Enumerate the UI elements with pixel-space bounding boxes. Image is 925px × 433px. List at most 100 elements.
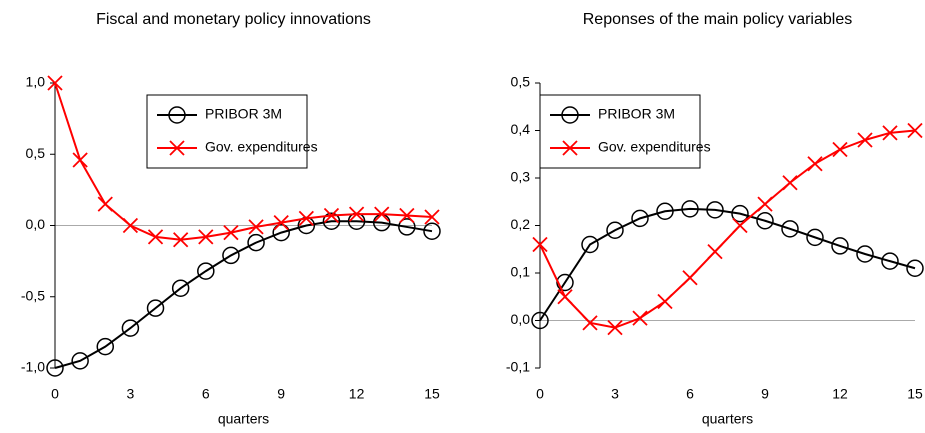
legend-label: Gov. expenditures [598, 139, 711, 155]
data-point [556, 273, 574, 292]
y-tick-label: 1,0 [26, 74, 46, 90]
x-tick-label: 3 [611, 386, 619, 402]
data-point [424, 209, 440, 225]
data-point [881, 252, 899, 270]
data-point [173, 232, 189, 248]
data-point [681, 200, 699, 218]
data-point [171, 279, 190, 297]
data-point [632, 310, 648, 326]
data-point [806, 228, 824, 247]
data-point [731, 204, 749, 223]
y-tick-label: 0,2 [511, 216, 531, 232]
data-point [398, 218, 416, 236]
y-tick-label: -0,1 [506, 359, 530, 375]
x-tick-label: 15 [907, 386, 923, 402]
data-point [374, 206, 390, 222]
x-tick-label: 12 [832, 386, 848, 402]
data-point [399, 207, 415, 224]
data-point [198, 229, 214, 245]
data-point [146, 299, 165, 317]
data-point [423, 222, 441, 240]
data-point [121, 319, 140, 337]
x-tick-label: 0 [536, 386, 544, 402]
data-point [732, 217, 748, 234]
data-point [273, 215, 289, 231]
data-point [606, 221, 624, 239]
x-tick-label: 6 [686, 386, 694, 402]
data-point [531, 311, 549, 330]
x-tick-label: 15 [424, 386, 440, 402]
legend-label: Gov. expenditures [205, 139, 318, 155]
y-tick-label: -1,0 [21, 359, 45, 375]
legend-marker [169, 140, 185, 156]
data-point [656, 202, 674, 220]
data-point [907, 122, 923, 139]
data-point [906, 259, 924, 277]
data-point [707, 243, 723, 260]
x-tick-label: 9 [761, 386, 769, 402]
data-point [832, 141, 848, 158]
data-point [757, 196, 773, 212]
y-tick-label: 0,5 [26, 145, 46, 161]
chart-title: Fiscal and monetary policy innovations [96, 11, 371, 28]
x-tick-label: 0 [51, 386, 59, 402]
data-point [631, 209, 649, 228]
data-point [223, 224, 239, 241]
y-tick-label: 0,3 [511, 169, 531, 185]
chart-title: Reponses of the main policy variables [583, 11, 852, 28]
legend-marker [168, 106, 186, 124]
data-point [706, 201, 724, 219]
data-point [782, 175, 798, 191]
series-line [54, 220, 433, 369]
data-point [197, 262, 215, 280]
data-point [657, 293, 673, 310]
data-point [248, 219, 264, 235]
data-point [856, 245, 874, 263]
data-point [532, 236, 548, 253]
legend-label: PRIBOR 3M [205, 106, 282, 122]
y-tick-label: 0,5 [511, 74, 531, 90]
legend-label: PRIBOR 3M [598, 106, 675, 122]
data-point [147, 229, 164, 245]
data-point [222, 246, 240, 265]
x-tick-label: 6 [202, 386, 210, 402]
x-tick-label: 3 [127, 386, 135, 402]
data-point [756, 212, 774, 230]
data-point [857, 132, 873, 148]
y-tick-label: 0,4 [511, 121, 531, 137]
y-tick-label: 0,0 [26, 216, 46, 232]
data-point [323, 207, 340, 224]
series-line [54, 82, 433, 241]
data-point [71, 352, 89, 370]
data-point [72, 152, 88, 168]
y-tick-label: -0,5 [21, 287, 45, 303]
data-point [272, 223, 290, 242]
data-point [322, 212, 341, 230]
data-point [298, 210, 314, 227]
data-point [781, 220, 799, 238]
y-tick-label: 0,0 [511, 311, 531, 327]
data-point [557, 289, 573, 305]
x-axis-label: quarters [218, 411, 269, 427]
x-tick-label: 9 [277, 386, 285, 402]
x-axis-label: quarters [702, 411, 753, 427]
data-point [47, 75, 63, 91]
data-point [46, 359, 64, 377]
data-point [582, 315, 598, 331]
series-line [539, 129, 916, 329]
data-point [882, 125, 898, 141]
data-point [607, 319, 623, 336]
data-point [581, 235, 599, 254]
data-point [831, 237, 849, 255]
x-tick-label: 12 [349, 386, 365, 402]
data-point [97, 196, 113, 212]
y-tick-label: 0,1 [511, 264, 531, 280]
data-point [348, 206, 365, 222]
legend-marker [562, 140, 578, 156]
data-point [682, 270, 698, 286]
series-line [539, 207, 916, 322]
data-point [807, 156, 823, 172]
legend-marker [561, 106, 579, 124]
data-point [122, 217, 139, 234]
